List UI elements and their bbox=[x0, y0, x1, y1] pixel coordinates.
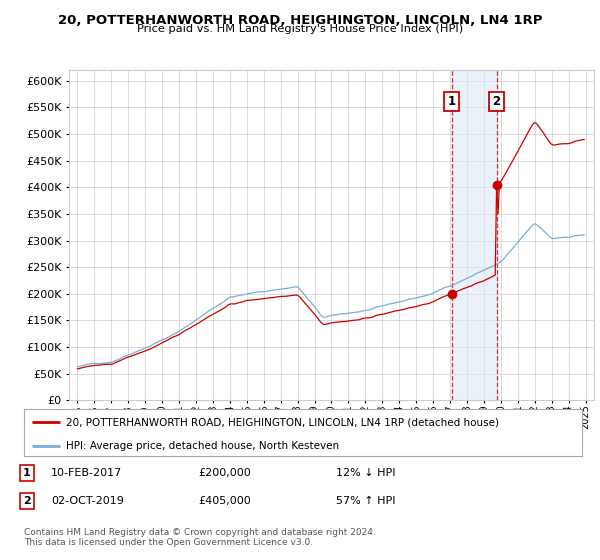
Text: 57% ↑ HPI: 57% ↑ HPI bbox=[336, 496, 395, 506]
Text: 10-FEB-2017: 10-FEB-2017 bbox=[51, 468, 122, 478]
Text: 2: 2 bbox=[493, 95, 500, 108]
Text: 1: 1 bbox=[23, 468, 31, 478]
Text: 2: 2 bbox=[23, 496, 31, 506]
Text: 1: 1 bbox=[448, 95, 456, 108]
Text: £200,000: £200,000 bbox=[198, 468, 251, 478]
Bar bbox=[452, 70, 497, 400]
Text: HPI: Average price, detached house, North Kesteven: HPI: Average price, detached house, Nort… bbox=[66, 441, 339, 451]
Text: £405,000: £405,000 bbox=[198, 496, 251, 506]
Text: 12% ↓ HPI: 12% ↓ HPI bbox=[336, 468, 395, 478]
Text: Price paid vs. HM Land Registry's House Price Index (HPI): Price paid vs. HM Land Registry's House … bbox=[137, 24, 463, 34]
Text: 20, POTTERHANWORTH ROAD, HEIGHINGTON, LINCOLN, LN4 1RP: 20, POTTERHANWORTH ROAD, HEIGHINGTON, LI… bbox=[58, 14, 542, 27]
Text: Contains HM Land Registry data © Crown copyright and database right 2024.
This d: Contains HM Land Registry data © Crown c… bbox=[24, 528, 376, 547]
Text: 02-OCT-2019: 02-OCT-2019 bbox=[51, 496, 124, 506]
Text: 20, POTTERHANWORTH ROAD, HEIGHINGTON, LINCOLN, LN4 1RP (detached house): 20, POTTERHANWORTH ROAD, HEIGHINGTON, LI… bbox=[66, 417, 499, 427]
